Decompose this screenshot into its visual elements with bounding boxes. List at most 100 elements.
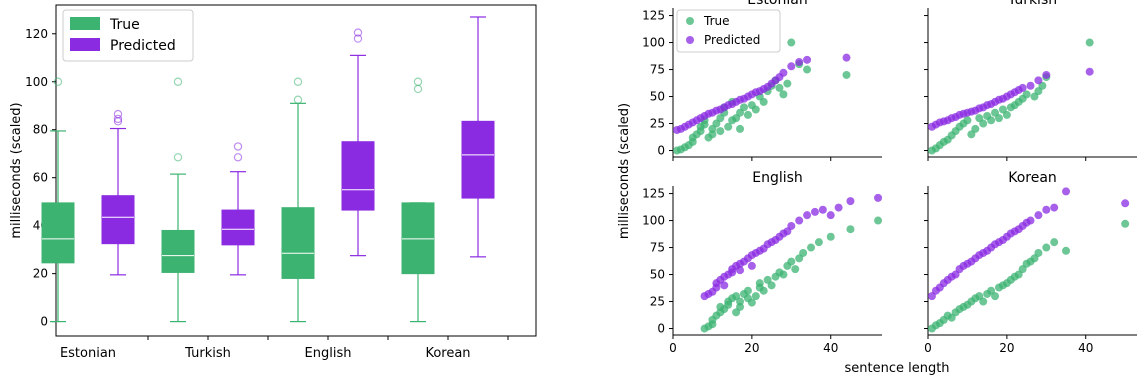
outlier-point bbox=[293, 77, 303, 86]
predicted-point bbox=[1018, 83, 1027, 92]
true-point bbox=[759, 97, 768, 106]
y-tick-label: 75 bbox=[650, 63, 665, 77]
true-point bbox=[791, 265, 800, 274]
x-tick-label: Korean bbox=[425, 346, 470, 361]
true-point bbox=[1121, 219, 1130, 228]
y-tick-label: 80 bbox=[33, 123, 48, 137]
predicted-point bbox=[1042, 70, 1051, 79]
y-tick-label: 125 bbox=[642, 9, 665, 23]
y-tick-label: 25 bbox=[650, 295, 665, 309]
true-point bbox=[1022, 90, 1031, 99]
true-point bbox=[724, 122, 733, 131]
scatter-grid: Estonian 0 25 50 75 100 125 Turkish English 0 25 50… bbox=[617, 0, 1137, 376]
true-point bbox=[1034, 248, 1043, 257]
predicted-point bbox=[1034, 76, 1043, 85]
panel-title: Estonian bbox=[747, 0, 807, 8]
true-point bbox=[963, 116, 972, 125]
predicted-point bbox=[846, 197, 855, 206]
true-point bbox=[739, 103, 748, 112]
y-tick-label: 100 bbox=[642, 214, 665, 228]
x-tick-label: 20 bbox=[744, 341, 759, 355]
true-point bbox=[743, 110, 752, 119]
outlier-point bbox=[113, 114, 123, 124]
true-point bbox=[716, 127, 725, 136]
legend-swatch bbox=[70, 38, 100, 51]
true-point bbox=[751, 292, 760, 301]
true-point bbox=[807, 243, 816, 252]
panel-title: English bbox=[752, 170, 803, 186]
predicted-point bbox=[1050, 203, 1059, 212]
x-tick-label: 0 bbox=[669, 341, 677, 355]
box-true bbox=[161, 229, 195, 273]
x-tick-label: Estonian bbox=[60, 346, 116, 361]
true-point bbox=[736, 124, 745, 133]
box-predicted bbox=[221, 209, 255, 246]
y-tick-label: 125 bbox=[642, 187, 665, 201]
true-point bbox=[736, 297, 745, 306]
predicted-point bbox=[720, 281, 729, 290]
true-point bbox=[787, 257, 796, 266]
predicted-point bbox=[1034, 211, 1043, 220]
box-predicted bbox=[461, 120, 495, 199]
panel-title: Korean bbox=[1008, 170, 1057, 186]
true-point bbox=[799, 248, 808, 257]
y-tick-label: 0 bbox=[40, 315, 48, 329]
outlier-point bbox=[413, 84, 423, 94]
true-point bbox=[1050, 238, 1059, 247]
legend-marker bbox=[686, 17, 694, 25]
predicted-point bbox=[1042, 205, 1051, 214]
y-tick-label: 120 bbox=[25, 27, 48, 41]
true-point bbox=[1042, 243, 1051, 252]
legend-label: Predicted bbox=[110, 38, 176, 54]
true-point bbox=[979, 297, 988, 306]
y-axis-label: milliseconds (scaled) bbox=[9, 102, 24, 238]
predicted-point bbox=[787, 221, 796, 230]
predicted-point bbox=[1062, 187, 1071, 196]
predicted-point bbox=[795, 57, 804, 66]
true-point bbox=[759, 286, 768, 295]
predicted-point bbox=[1026, 81, 1035, 90]
panel-title: Turkish bbox=[1007, 0, 1057, 8]
true-point bbox=[826, 232, 835, 241]
predicted-point bbox=[787, 62, 796, 71]
x-tick-label: 0 bbox=[924, 341, 932, 355]
predicted-point bbox=[736, 266, 745, 275]
predicted-point bbox=[810, 207, 819, 216]
true-point bbox=[1062, 246, 1071, 255]
y-axis-label: milliseconds (scaled) bbox=[617, 103, 632, 239]
true-point bbox=[767, 281, 776, 290]
true-point bbox=[751, 105, 760, 114]
true-point bbox=[747, 298, 756, 307]
true-point bbox=[779, 90, 788, 99]
legend-label: True bbox=[109, 17, 140, 33]
true-point bbox=[874, 216, 883, 225]
outlier-point bbox=[353, 28, 363, 37]
x-tick-label: English bbox=[305, 346, 352, 361]
box-true bbox=[281, 207, 315, 279]
outlier-point bbox=[233, 142, 243, 151]
outlier-point bbox=[173, 153, 183, 162]
true-point bbox=[971, 124, 980, 133]
predicted-point bbox=[842, 53, 851, 62]
true-point bbox=[787, 38, 796, 47]
legend-marker bbox=[686, 36, 694, 44]
y-tick-label: 0 bbox=[657, 144, 665, 158]
predicted-point bbox=[826, 211, 835, 220]
predicted-point bbox=[803, 55, 812, 64]
predicted-point bbox=[818, 205, 827, 214]
x-tick-label: Turkish bbox=[184, 346, 231, 361]
predicted-point bbox=[1121, 199, 1130, 208]
predicted-point bbox=[1085, 67, 1094, 76]
box-true bbox=[401, 202, 435, 275]
predicted-point bbox=[795, 216, 804, 225]
true-point bbox=[1002, 110, 1011, 119]
outlier-point bbox=[173, 77, 183, 86]
predicted-point bbox=[803, 211, 812, 220]
y-tick-label: 75 bbox=[650, 241, 665, 255]
outlier-point bbox=[293, 95, 303, 104]
x-tick-label: 20 bbox=[999, 341, 1014, 355]
true-point bbox=[743, 286, 752, 295]
predicted-point bbox=[834, 203, 843, 212]
